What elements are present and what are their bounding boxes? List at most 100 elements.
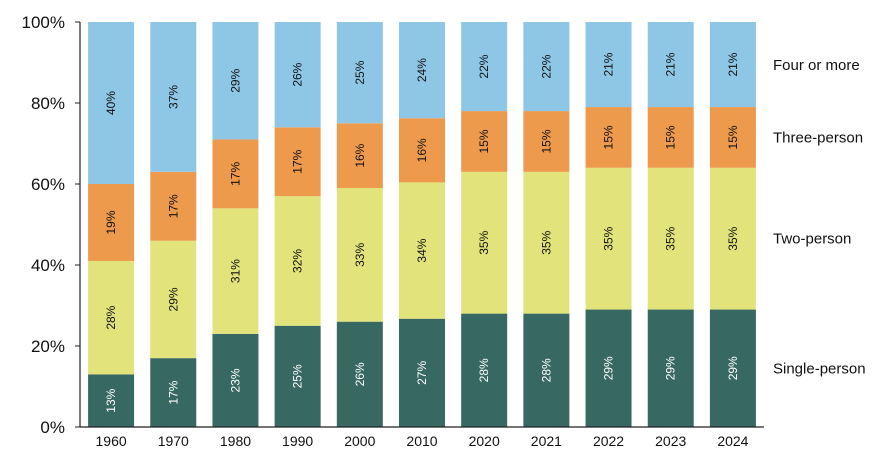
bar-segment: [150, 171, 197, 241]
bar-segment: [274, 325, 321, 427]
data-label: 17%: [166, 194, 180, 218]
legend-label: Three-person: [773, 129, 863, 146]
x-tick-label: 2000: [344, 433, 375, 449]
bar-segment: [461, 111, 508, 172]
bar-segment: [336, 188, 383, 322]
bar-segment: [585, 107, 632, 168]
data-label: 25%: [291, 364, 305, 388]
x-tick-label: 2021: [531, 433, 562, 449]
bar-segment: [274, 196, 321, 326]
x-tick-label: 2023: [655, 433, 686, 449]
data-label: 28%: [477, 358, 491, 382]
data-label: 15%: [664, 125, 678, 149]
x-tick-label: 2010: [406, 433, 437, 449]
legend-label: Four or more: [773, 57, 860, 74]
x-tick-label: 1980: [220, 433, 251, 449]
data-label: 37%: [166, 85, 180, 109]
data-label: 23%: [228, 368, 242, 392]
data-label: 16%: [415, 138, 429, 162]
bar-segment: [647, 309, 694, 427]
data-label: 31%: [228, 259, 242, 283]
data-label: 19%: [104, 210, 118, 234]
data-label: 27%: [415, 361, 429, 385]
y-tick-label: 0%: [40, 418, 65, 437]
bar-segment: [647, 167, 694, 310]
data-label: 16%: [353, 143, 367, 167]
bar-segment: [274, 22, 321, 128]
data-label: 21%: [726, 52, 740, 76]
data-label: 17%: [228, 162, 242, 186]
data-label: 29%: [602, 356, 616, 380]
bar-segment: [399, 318, 445, 427]
data-label: 21%: [602, 52, 616, 76]
data-label: 35%: [602, 226, 616, 250]
data-label: 29%: [166, 287, 180, 311]
data-label: 29%: [228, 68, 242, 92]
data-label: 35%: [726, 226, 740, 250]
bar-segment: [212, 208, 259, 334]
data-label: 25%: [353, 60, 367, 84]
data-label: 34%: [415, 238, 429, 262]
bar-segment: [150, 358, 197, 427]
bar-segment: [399, 22, 445, 119]
bar-segment: [523, 22, 570, 112]
data-label: 40%: [104, 91, 118, 115]
x-tick-label: 1960: [96, 433, 127, 449]
bar-segment: [461, 313, 508, 427]
bar-segment: [709, 309, 756, 427]
bar-segment: [88, 260, 135, 375]
data-label: 29%: [664, 356, 678, 380]
bar-segment: [709, 107, 756, 168]
data-label: 17%: [166, 380, 180, 404]
data-label: 35%: [539, 230, 553, 254]
bar-segment: [150, 240, 197, 359]
data-label: 22%: [539, 54, 553, 78]
bar-segment: [523, 313, 570, 427]
data-label: 29%: [726, 356, 740, 380]
bar-segment: [336, 321, 383, 427]
bar-segment: [585, 22, 632, 108]
legend-label: Single-person: [773, 360, 866, 377]
data-label: 28%: [539, 358, 553, 382]
data-label: 24%: [415, 58, 429, 82]
data-label: 26%: [291, 62, 305, 86]
data-label: 15%: [726, 125, 740, 149]
bar-segment: [461, 171, 508, 314]
bar-segment: [88, 184, 135, 261]
x-tick-label: 2024: [717, 433, 748, 449]
bar-segment: [399, 118, 445, 183]
x-tick-label: 2020: [469, 433, 500, 449]
bar-segment: [336, 123, 383, 189]
data-label: 35%: [664, 226, 678, 250]
x-tick-label: 1970: [158, 433, 189, 449]
data-label: 17%: [291, 149, 305, 173]
data-label: 21%: [664, 52, 678, 76]
data-label: 28%: [104, 305, 118, 329]
data-label: 32%: [291, 249, 305, 273]
data-label: 22%: [477, 54, 491, 78]
x-tick-label: 2022: [593, 433, 624, 449]
bar-segment: [212, 139, 259, 209]
data-label: 13%: [104, 388, 118, 412]
data-label: 15%: [602, 125, 616, 149]
y-tick-label: 100%: [22, 13, 65, 32]
bar-segment: [709, 167, 756, 310]
y-tick-label: 60%: [31, 175, 65, 194]
bar-segment: [523, 171, 570, 314]
bar-segment: [647, 22, 694, 108]
data-label: 33%: [353, 243, 367, 267]
bar-segment: [461, 22, 508, 112]
bar-segment: [336, 22, 383, 124]
bar-segment: [150, 22, 197, 172]
data-label: 15%: [539, 129, 553, 153]
bar-segment: [709, 22, 756, 108]
data-label: 26%: [353, 362, 367, 386]
y-tick-label: 40%: [31, 256, 65, 275]
bar-segment: [274, 127, 321, 197]
bar-segment: [585, 309, 632, 427]
data-label: 35%: [477, 230, 491, 254]
x-tick-label: 1990: [282, 433, 313, 449]
y-tick-label: 80%: [31, 94, 65, 113]
bar-segment: [399, 182, 445, 319]
